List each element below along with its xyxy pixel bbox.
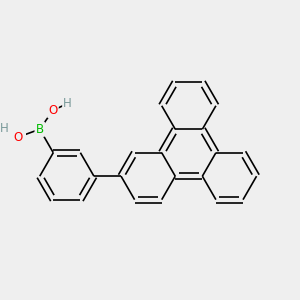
Text: O: O [14, 130, 23, 144]
Text: H: H [0, 122, 8, 136]
Text: O: O [48, 104, 58, 117]
Text: H: H [63, 97, 72, 110]
Text: B: B [36, 123, 44, 136]
